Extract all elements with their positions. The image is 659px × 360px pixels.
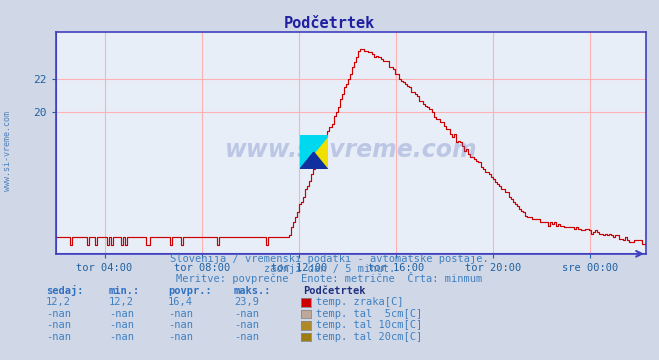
Text: -nan: -nan	[234, 309, 259, 319]
Text: www.si-vreme.com: www.si-vreme.com	[225, 138, 477, 162]
Text: -nan: -nan	[168, 332, 193, 342]
Text: temp. zraka[C]: temp. zraka[C]	[316, 297, 403, 307]
Text: -nan: -nan	[234, 332, 259, 342]
Text: temp. tal 10cm[C]: temp. tal 10cm[C]	[316, 320, 422, 330]
Text: -nan: -nan	[46, 309, 71, 319]
Text: sedaj:: sedaj:	[46, 285, 84, 296]
Text: -nan: -nan	[234, 320, 259, 330]
Text: temp. tal 20cm[C]: temp. tal 20cm[C]	[316, 332, 422, 342]
Text: Podčetrtek: Podčetrtek	[284, 16, 375, 31]
Text: -nan: -nan	[168, 309, 193, 319]
Text: povpr.:: povpr.:	[168, 286, 212, 296]
Text: zadnji dan / 5 minut.: zadnji dan / 5 minut.	[264, 264, 395, 274]
Polygon shape	[300, 135, 328, 169]
Text: Podčetrtek: Podčetrtek	[303, 286, 366, 296]
Text: -nan: -nan	[109, 320, 134, 330]
Text: min.:: min.:	[109, 286, 140, 296]
Text: -nan: -nan	[168, 320, 193, 330]
Text: maks.:: maks.:	[234, 286, 272, 296]
Text: -nan: -nan	[46, 332, 71, 342]
Text: temp. tal  5cm[C]: temp. tal 5cm[C]	[316, 309, 422, 319]
Text: 23,9: 23,9	[234, 297, 259, 307]
Text: www.si-vreme.com: www.si-vreme.com	[3, 111, 13, 191]
Polygon shape	[300, 135, 328, 169]
Text: Slovenija / vremenski podatki - avtomatske postaje.: Slovenija / vremenski podatki - avtomats…	[170, 254, 489, 264]
Text: 12,2: 12,2	[46, 297, 71, 307]
Text: -nan: -nan	[46, 320, 71, 330]
Text: 16,4: 16,4	[168, 297, 193, 307]
Text: Meritve: povprečne  Enote: metrične  Črta: minmum: Meritve: povprečne Enote: metrične Črta:…	[177, 271, 482, 284]
Text: -nan: -nan	[109, 332, 134, 342]
Text: 12,2: 12,2	[109, 297, 134, 307]
Text: -nan: -nan	[109, 309, 134, 319]
Polygon shape	[300, 152, 328, 169]
